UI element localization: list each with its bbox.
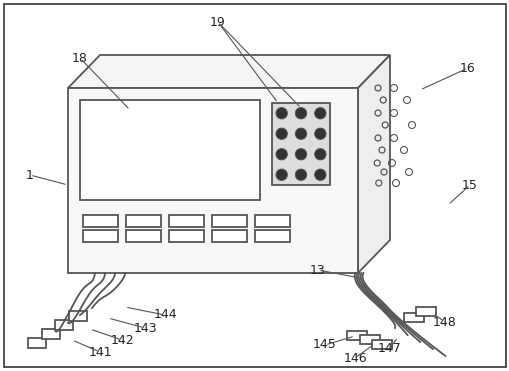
Circle shape [314, 149, 325, 160]
Bar [403, 313, 423, 322]
Text: 143: 143 [133, 322, 156, 335]
Circle shape [295, 149, 306, 160]
Bar [168, 230, 204, 242]
Circle shape [276, 169, 287, 180]
Circle shape [276, 149, 287, 160]
Bar [80, 100, 260, 200]
Bar [83, 230, 118, 242]
Bar [28, 338, 46, 348]
Text: 13: 13 [309, 263, 325, 276]
Text: 1: 1 [26, 168, 34, 181]
Text: 18: 18 [72, 52, 88, 65]
Bar [254, 215, 290, 227]
Circle shape [295, 128, 306, 139]
Circle shape [314, 108, 325, 119]
Bar [55, 320, 73, 330]
Text: 19: 19 [210, 16, 225, 29]
Circle shape [276, 108, 287, 119]
Circle shape [314, 169, 325, 180]
Text: 142: 142 [110, 334, 133, 347]
Text: 15: 15 [461, 178, 477, 191]
Bar [271, 103, 329, 185]
Bar [254, 230, 290, 242]
Text: 145: 145 [313, 338, 336, 351]
Circle shape [314, 128, 325, 139]
Bar [212, 230, 246, 242]
Bar [415, 307, 435, 316]
Circle shape [295, 169, 306, 180]
Bar [346, 331, 366, 340]
Bar [68, 88, 357, 273]
Polygon shape [357, 55, 389, 273]
Bar [126, 230, 161, 242]
Circle shape [276, 128, 287, 139]
Bar [371, 340, 391, 349]
Text: 16: 16 [459, 62, 475, 75]
Bar [42, 329, 60, 339]
Polygon shape [68, 55, 389, 88]
Bar [359, 335, 379, 344]
Bar [168, 215, 204, 227]
Text: 144: 144 [153, 309, 177, 322]
Text: 141: 141 [88, 345, 111, 358]
Bar [212, 215, 246, 227]
Text: 148: 148 [432, 315, 456, 328]
Text: 146: 146 [343, 351, 366, 364]
Bar [126, 215, 161, 227]
Bar [83, 215, 118, 227]
Circle shape [295, 108, 306, 119]
Text: 147: 147 [377, 341, 401, 355]
Bar [69, 311, 87, 321]
